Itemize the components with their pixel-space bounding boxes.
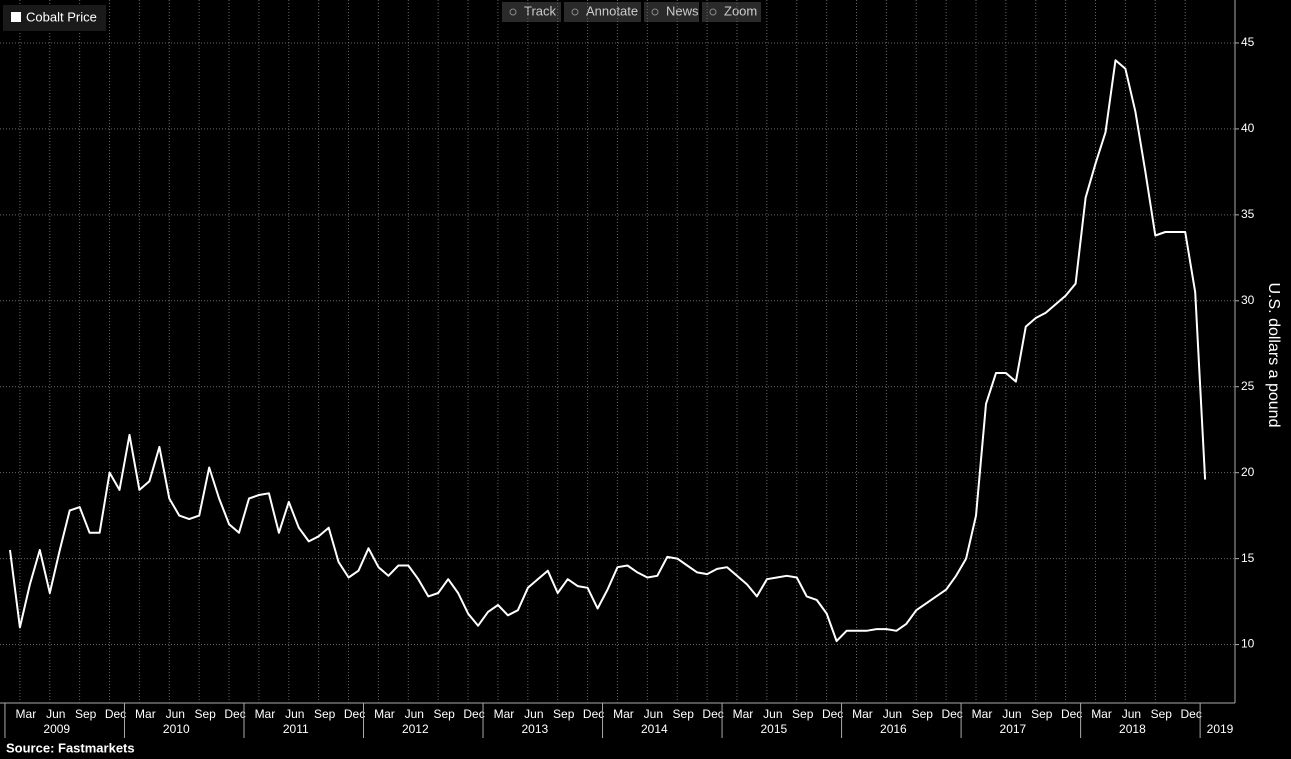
x-tick-label: Mar <box>972 707 993 721</box>
toolbar-button[interactable] <box>564 2 641 22</box>
x-tick-label: Mar <box>16 707 37 721</box>
x-tick-label: Sep <box>553 707 575 721</box>
toolbar-label[interactable]: Zoom <box>724 3 757 18</box>
toolbar-button[interactable] <box>644 2 699 22</box>
x-tick-label: Mar <box>255 707 276 721</box>
x-tick-label: Jun <box>1122 707 1141 721</box>
source: Source: Fastmarkets <box>6 740 135 755</box>
x-tick-label: Sep <box>1151 707 1173 721</box>
x-tick-label: Jun <box>763 707 782 721</box>
x-tick-label: Dec <box>702 707 723 721</box>
x-tick-label: Dec <box>463 707 484 721</box>
x-tick-label: Mar <box>374 707 395 721</box>
y-tick-label: 30 <box>1241 293 1255 307</box>
x-tick-label: Jun <box>166 707 185 721</box>
y-tick-label: 25 <box>1241 379 1255 393</box>
y-tick-label: 15 <box>1241 551 1255 565</box>
year-label: 2017 <box>1000 722 1027 736</box>
x-tick-label: Sep <box>314 707 336 721</box>
x-tick-label: Sep <box>912 707 934 721</box>
year-label: 2009 <box>43 722 70 736</box>
year-label: 2015 <box>761 722 788 736</box>
toolbar-icon <box>651 8 659 16</box>
x-tick-label: Dec <box>1180 707 1201 721</box>
x-tick-label: Jun <box>883 707 902 721</box>
y-tick-label: 35 <box>1241 207 1255 221</box>
year-label: 2014 <box>641 722 668 736</box>
toolbar-button[interactable] <box>502 2 561 22</box>
year-label: 2018 <box>1119 722 1146 736</box>
x-tick-label: Mar <box>613 707 634 721</box>
x-tick-label: Sep <box>1031 707 1053 721</box>
legend-swatch <box>11 12 21 22</box>
toolbar-icon <box>509 8 517 16</box>
x-tick-label: Jun <box>524 707 543 721</box>
y-tick-label: 20 <box>1241 465 1255 479</box>
toolbar-label[interactable]: Annotate <box>586 3 638 18</box>
y-tick-label: 10 <box>1241 637 1255 651</box>
x-tick-label: Mar <box>852 707 873 721</box>
x-tick-label: Dec <box>583 707 604 721</box>
legend-label: Cobalt Price <box>26 9 97 24</box>
x-tick-label: Jun <box>405 707 424 721</box>
toolbar-icon <box>709 8 717 16</box>
x-tick-label: Dec <box>1061 707 1082 721</box>
x-tick-label: Dec <box>224 707 245 721</box>
x-tick-label: Jun <box>46 707 65 721</box>
year-label: 2013 <box>521 722 548 736</box>
y-tick-label: 45 <box>1241 35 1255 49</box>
x-tick-label: Dec <box>344 707 365 721</box>
x-tick-label: Mar <box>135 707 156 721</box>
x-tick-label: Sep <box>673 707 695 721</box>
year-label: 2012 <box>402 722 429 736</box>
x-tick-label: Sep <box>194 707 216 721</box>
toolbar-label[interactable]: News <box>666 3 699 18</box>
x-tick-label: Dec <box>822 707 843 721</box>
year-label: 2011 <box>283 722 309 736</box>
x-tick-label: Sep <box>792 707 814 721</box>
year-label: 2019 <box>1207 722 1234 736</box>
x-tick-label: Sep <box>75 707 97 721</box>
x-tick-label: Mar <box>494 707 515 721</box>
y-tick-label: 40 <box>1241 121 1255 135</box>
toolbar-button[interactable] <box>702 2 761 22</box>
toolbar-icon <box>571 8 579 16</box>
x-tick-label: Dec <box>941 707 962 721</box>
price-line <box>9 59 1207 643</box>
x-tick-label: Jun <box>285 707 304 721</box>
y-axis-label: U.S. dollars a pound <box>1265 283 1282 428</box>
x-tick-label: Jun <box>644 707 663 721</box>
toolbar: Track Annotate News Zoom <box>502 2 761 22</box>
year-label: 2016 <box>880 722 907 736</box>
x-tick-label: Jun <box>1002 707 1021 721</box>
x-tick-label: Dec <box>105 707 126 721</box>
x-tick-label: Mar <box>1091 707 1112 721</box>
x-tick-label: Mar <box>733 707 754 721</box>
year-label: 2010 <box>163 722 190 736</box>
x-tick-label: Sep <box>434 707 456 721</box>
toolbar-label[interactable]: Track <box>524 3 557 18</box>
